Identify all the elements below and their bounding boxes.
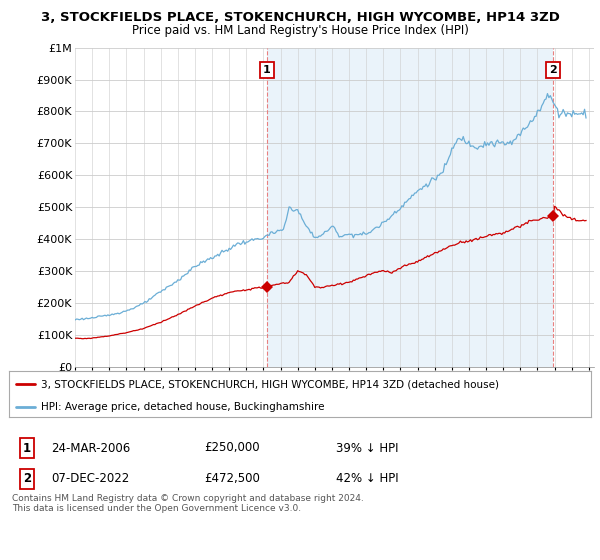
Text: 3, STOCKFIELDS PLACE, STOKENCHURCH, HIGH WYCOMBE, HP14 3ZD: 3, STOCKFIELDS PLACE, STOKENCHURCH, HIGH… xyxy=(41,11,559,24)
Bar xyxy=(267,48,553,367)
Text: Price paid vs. HM Land Registry's House Price Index (HPI): Price paid vs. HM Land Registry's House … xyxy=(131,24,469,36)
Text: 2: 2 xyxy=(23,472,31,486)
Text: 42% ↓ HPI: 42% ↓ HPI xyxy=(336,472,398,486)
Text: 1: 1 xyxy=(263,65,271,75)
Text: 2: 2 xyxy=(550,65,557,75)
Text: £250,000: £250,000 xyxy=(204,441,260,455)
Text: 07-DEC-2022: 07-DEC-2022 xyxy=(51,472,129,486)
Text: 3, STOCKFIELDS PLACE, STOKENCHURCH, HIGH WYCOMBE, HP14 3ZD (detached house): 3, STOCKFIELDS PLACE, STOKENCHURCH, HIGH… xyxy=(41,379,499,389)
Text: 1: 1 xyxy=(23,441,31,455)
Text: 24-MAR-2006: 24-MAR-2006 xyxy=(51,441,130,455)
Text: 39% ↓ HPI: 39% ↓ HPI xyxy=(336,441,398,455)
Text: Contains HM Land Registry data © Crown copyright and database right 2024.
This d: Contains HM Land Registry data © Crown c… xyxy=(12,494,364,514)
Text: £472,500: £472,500 xyxy=(204,472,260,486)
Text: HPI: Average price, detached house, Buckinghamshire: HPI: Average price, detached house, Buck… xyxy=(41,402,325,412)
